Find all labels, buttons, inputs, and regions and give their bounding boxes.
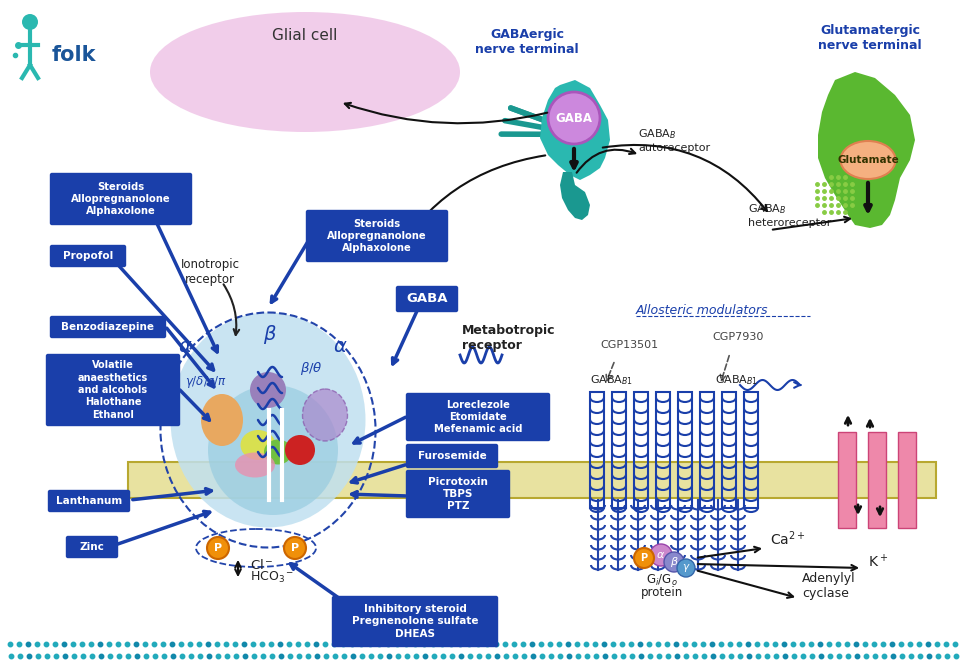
Text: Cl$^-$: Cl$^-$ xyxy=(250,558,274,572)
Bar xyxy=(744,392,758,508)
Ellipse shape xyxy=(241,430,276,460)
Bar xyxy=(678,392,692,508)
FancyBboxPatch shape xyxy=(51,317,165,338)
Polygon shape xyxy=(818,72,915,228)
Circle shape xyxy=(285,435,315,465)
Ellipse shape xyxy=(841,141,896,179)
Polygon shape xyxy=(560,172,590,220)
Text: folk: folk xyxy=(52,45,97,65)
Circle shape xyxy=(650,544,672,566)
Text: Glial cell: Glial cell xyxy=(273,27,338,43)
Text: GABA: GABA xyxy=(556,111,592,125)
Ellipse shape xyxy=(264,440,292,464)
Text: Inhibitory steroid
Pregnenolone sulfate
DHEAS: Inhibitory steroid Pregnenolone sulfate … xyxy=(351,604,478,639)
Text: Picrotoxin
TBPS
PTZ: Picrotoxin TBPS PTZ xyxy=(428,477,488,512)
Circle shape xyxy=(250,372,286,408)
Circle shape xyxy=(207,537,229,559)
Text: GABA$_B$
autoreceptor: GABA$_B$ autoreceptor xyxy=(638,127,710,153)
Bar xyxy=(700,392,714,508)
Text: Glutamatergic
nerve terminal: Glutamatergic nerve terminal xyxy=(818,24,922,52)
Text: $\alpha$: $\alpha$ xyxy=(333,337,348,356)
Text: P: P xyxy=(291,543,300,553)
Bar xyxy=(634,392,648,508)
Text: GABA$_{B1}$: GABA$_{B1}$ xyxy=(715,373,758,387)
Text: Lanthanum: Lanthanum xyxy=(56,496,122,506)
Bar xyxy=(868,432,886,528)
Text: $\beta/\theta$: $\beta/\theta$ xyxy=(300,360,323,377)
FancyBboxPatch shape xyxy=(406,470,510,518)
Circle shape xyxy=(677,559,695,577)
Text: G$_i$/G$_o$: G$_i$/G$_o$ xyxy=(646,573,678,588)
FancyBboxPatch shape xyxy=(406,444,497,468)
Text: CGP7930: CGP7930 xyxy=(712,332,763,342)
FancyBboxPatch shape xyxy=(46,354,180,426)
Text: HCO$_3$$^-$: HCO$_3$$^-$ xyxy=(250,570,294,584)
Circle shape xyxy=(548,92,600,144)
Bar xyxy=(590,392,604,508)
Bar xyxy=(612,392,626,508)
Text: CGP13501: CGP13501 xyxy=(600,340,659,350)
Text: P: P xyxy=(640,553,648,563)
Circle shape xyxy=(634,548,654,568)
Text: Allosteric modulators: Allosteric modulators xyxy=(636,303,769,317)
Text: GABAergic
nerve terminal: GABAergic nerve terminal xyxy=(475,28,579,56)
Bar xyxy=(898,432,916,528)
Text: Steroids
Allopregnanolone
Alphaxolone: Steroids Allopregnanolone Alphaxolone xyxy=(71,181,171,216)
Ellipse shape xyxy=(150,12,460,132)
Text: Benzodiazepine: Benzodiazepine xyxy=(61,322,155,332)
Ellipse shape xyxy=(171,313,366,528)
FancyBboxPatch shape xyxy=(332,596,497,646)
Text: $\gamma$: $\gamma$ xyxy=(682,562,690,574)
Bar xyxy=(128,462,936,498)
Text: $\beta$: $\beta$ xyxy=(670,555,679,569)
Text: protein: protein xyxy=(641,586,684,599)
Text: $\beta$: $\beta$ xyxy=(263,323,276,346)
Text: Propofol: Propofol xyxy=(62,251,113,261)
FancyBboxPatch shape xyxy=(306,211,447,261)
Text: $\alpha$: $\alpha$ xyxy=(178,337,193,356)
Ellipse shape xyxy=(302,389,348,441)
Ellipse shape xyxy=(235,452,275,478)
Text: K$^+$: K$^+$ xyxy=(868,553,888,570)
Text: Metabotropic
receptor: Metabotropic receptor xyxy=(462,324,556,352)
Text: Furosemide: Furosemide xyxy=(418,451,487,461)
FancyBboxPatch shape xyxy=(66,536,117,558)
Text: $\alpha$: $\alpha$ xyxy=(657,550,665,560)
Text: Adenylyl
cyclase: Adenylyl cyclase xyxy=(802,572,855,600)
Text: GABA$_{B1}$: GABA$_{B1}$ xyxy=(590,373,634,387)
FancyBboxPatch shape xyxy=(406,394,549,440)
FancyBboxPatch shape xyxy=(51,173,191,225)
Circle shape xyxy=(22,14,38,30)
FancyBboxPatch shape xyxy=(51,245,126,267)
Text: Glutamate: Glutamate xyxy=(837,155,899,165)
Text: Ionotropic
receptor: Ionotropic receptor xyxy=(180,258,239,286)
Bar xyxy=(838,432,856,528)
Bar xyxy=(722,392,736,508)
Ellipse shape xyxy=(208,385,338,515)
Text: GABA: GABA xyxy=(406,293,447,305)
Text: Ca$^{2+}$: Ca$^{2+}$ xyxy=(770,530,805,548)
Text: GABA$_B$
heteroreceptor: GABA$_B$ heteroreceptor xyxy=(748,202,831,227)
Text: Volatile
anaesthetics
and alcohols
Halothane
Ethanol: Volatile anaesthetics and alcohols Halot… xyxy=(78,360,148,420)
Bar xyxy=(656,392,670,508)
FancyBboxPatch shape xyxy=(49,490,130,512)
Text: Steroids
Allopregnanolone
Alphaxolone: Steroids Allopregnanolone Alphaxolone xyxy=(327,219,427,253)
Text: P: P xyxy=(214,543,222,553)
Circle shape xyxy=(664,552,684,572)
FancyBboxPatch shape xyxy=(396,287,458,311)
Text: $\gamma/\delta/\varepsilon/\pi$: $\gamma/\delta/\varepsilon/\pi$ xyxy=(185,374,227,390)
Polygon shape xyxy=(540,80,610,180)
Circle shape xyxy=(284,537,306,559)
Text: Zinc: Zinc xyxy=(80,542,105,552)
Ellipse shape xyxy=(201,394,243,446)
Text: Loreclezole
Etomidate
Mefenamic acid: Loreclezole Etomidate Mefenamic acid xyxy=(434,400,522,434)
